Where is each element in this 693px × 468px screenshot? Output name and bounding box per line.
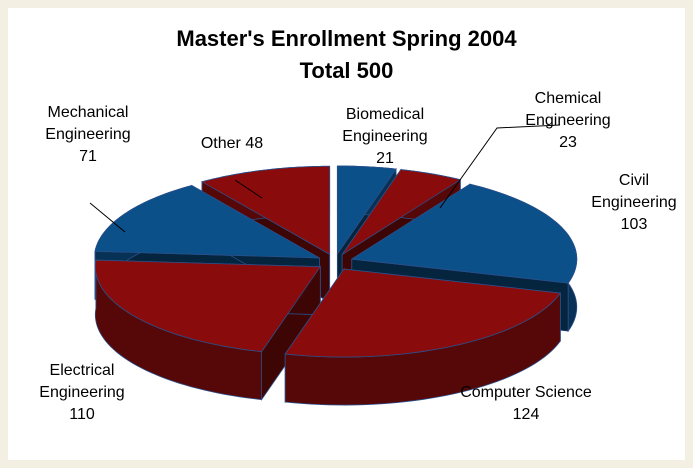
leader-line	[234, 179, 263, 199]
data-label: Mechanical Engineering 71	[28, 102, 148, 168]
slice	[341, 169, 462, 255]
category-label: Other	[200, 135, 241, 152]
slice	[94, 259, 322, 353]
slice	[350, 183, 578, 284]
slice	[336, 165, 397, 256]
value-label: 48	[245, 135, 264, 152]
data-label: Civil Engineering 103	[574, 170, 693, 236]
leader-line	[439, 124, 561, 209]
value-label: 124	[512, 406, 540, 423]
data-label: Other 48	[182, 133, 282, 155]
category-label: Civil Engineering	[591, 172, 677, 211]
value-label: 23	[559, 134, 577, 151]
value-label: 21	[376, 150, 394, 167]
chart-title: Master's Enrollment Spring 2004	[176, 26, 517, 51]
slice	[200, 165, 331, 255]
data-label: Chemical Engineering 23	[508, 88, 628, 154]
value-label: 103	[620, 216, 648, 233]
slice	[284, 268, 562, 358]
category-label: Computer Science	[460, 384, 592, 401]
leader-line	[89, 202, 126, 233]
category-label: Biomedical Engineering	[342, 106, 428, 145]
slice	[94, 259, 322, 401]
slice	[94, 185, 320, 259]
category-label: Electrical Engineering	[39, 362, 125, 401]
category-label: Mechanical Engineering	[45, 104, 131, 143]
value-label: 110	[69, 406, 95, 423]
slice	[284, 267, 562, 406]
data-label: Biomedical Engineering 21	[325, 104, 445, 170]
data-label: Computer Science 124	[426, 382, 626, 426]
value-label: 71	[79, 148, 97, 165]
category-label: Chemical Engineering	[525, 90, 611, 129]
pie	[94, 165, 578, 406]
chart-subtitle: Total 500	[299, 58, 394, 83]
data-label: Electrical Engineering 110	[22, 360, 142, 426]
